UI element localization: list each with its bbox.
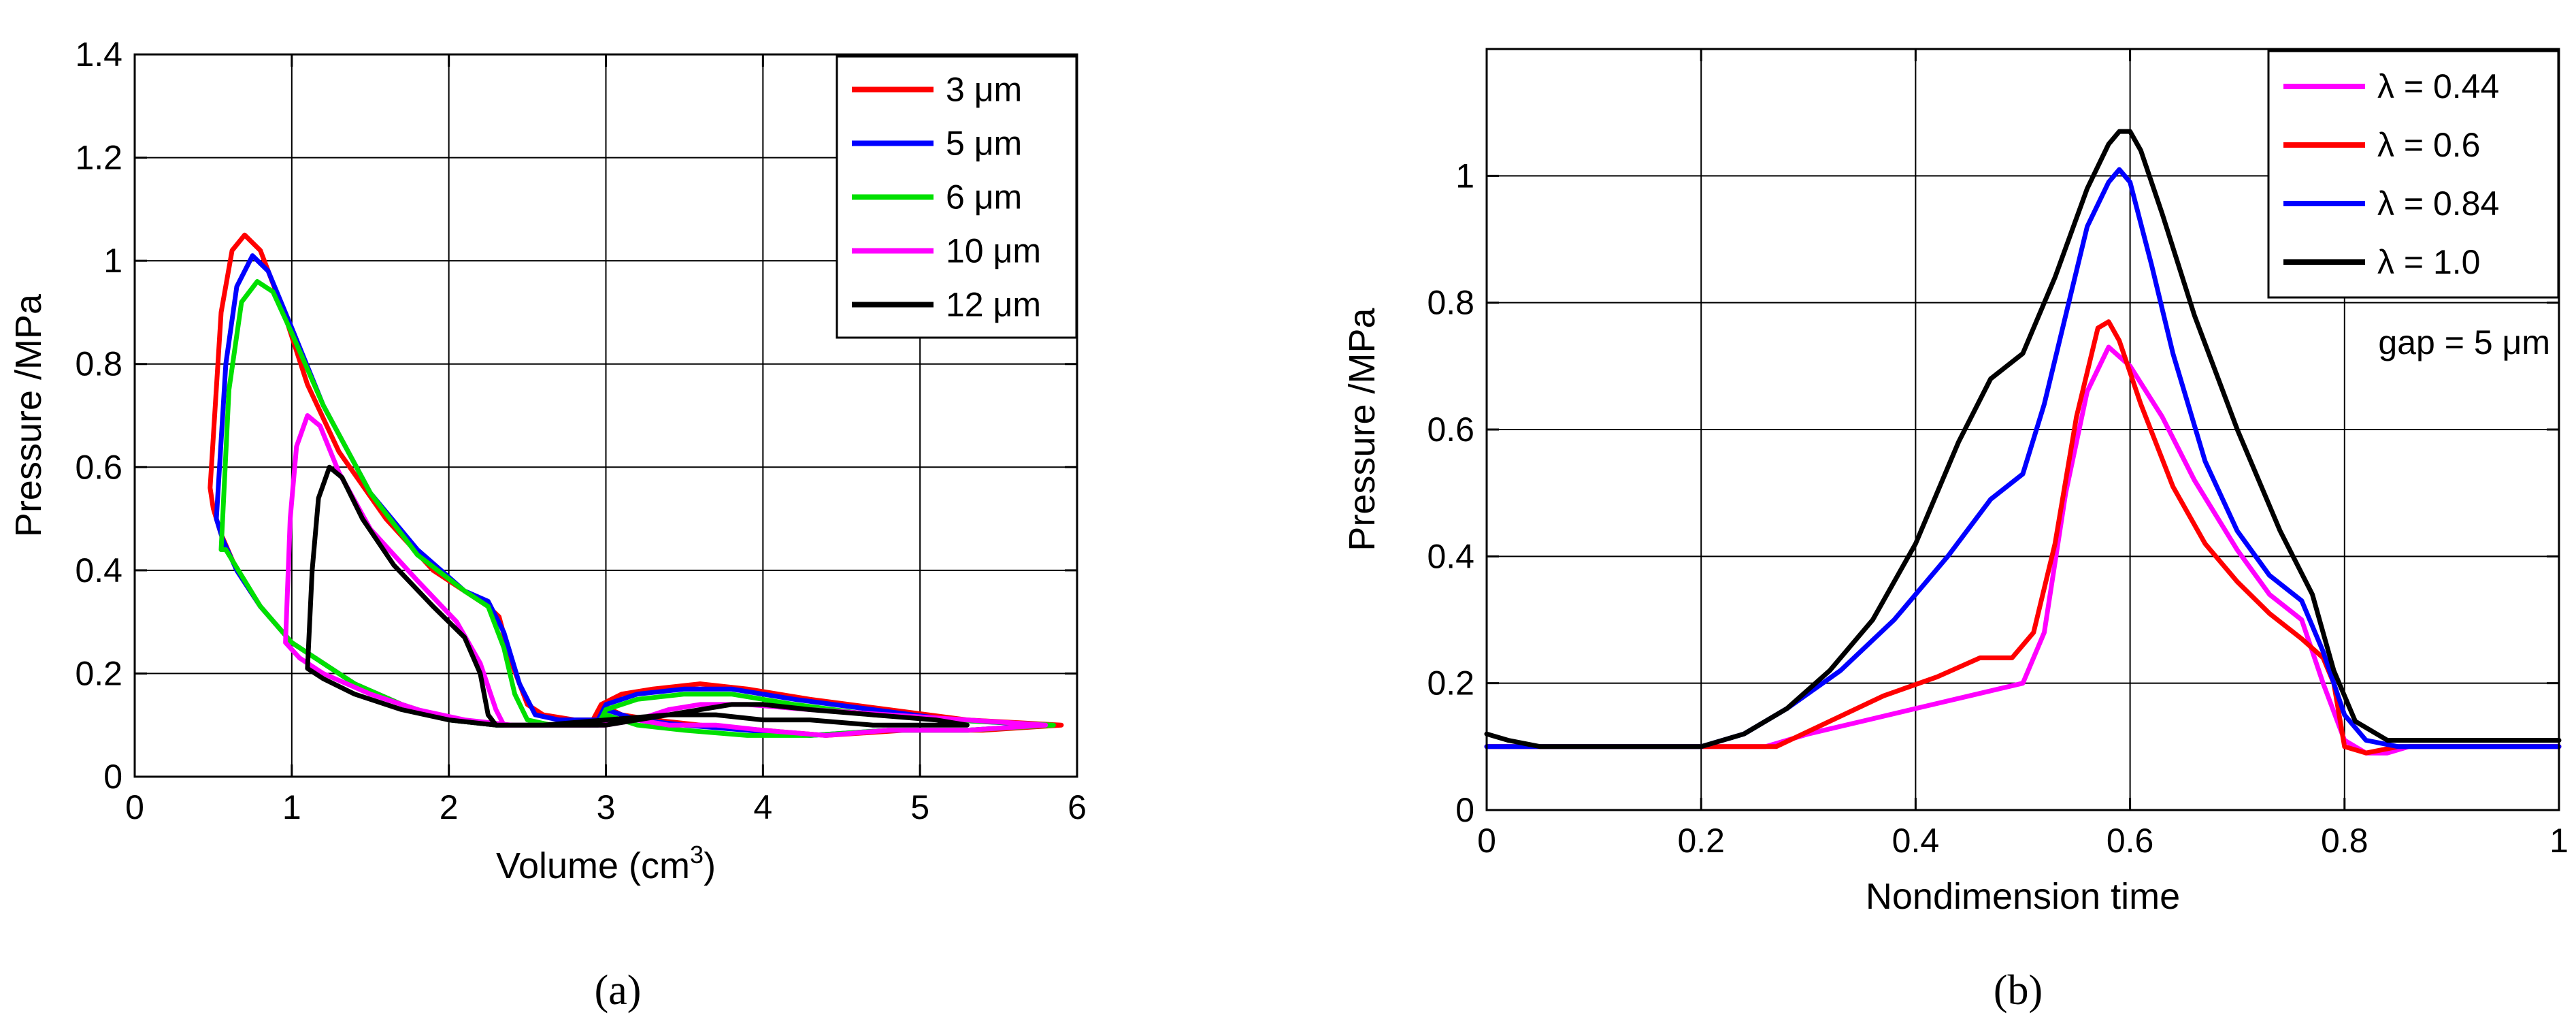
y-tick-label-b: 0.8 [1427, 284, 1474, 322]
x-tick-label-a: 4 [753, 788, 772, 826]
chart-panel-b: 0 0.2 0.4 0.6 0.8 1 0 0.2 0.4 0.6 0.8 1 Nondimension… [1342, 48, 2569, 1014]
legend-label-b-3: λ = 0.84 [2377, 184, 2499, 223]
series-line-a-5 [305, 464, 970, 728]
y-tick-label-a: 0.8 [75, 345, 122, 383]
series-line-b-2 [1484, 319, 2562, 756]
x-tick-label-a: 5 [910, 788, 929, 826]
y-tick-label-b: 1 [1455, 157, 1474, 195]
y-tick-label-a: 1.4 [75, 35, 122, 74]
y-tick-label-a: 0.6 [75, 448, 122, 486]
y-tick-label-b: 0.6 [1427, 410, 1474, 449]
x-axis-label-b: Nondimension time [1866, 876, 2180, 917]
x-tick-label-a: 6 [1068, 788, 1087, 826]
legend-label-a-2: 5 μm [946, 125, 1022, 163]
y-tick-label-b: 0.4 [1427, 537, 1474, 575]
legend-box-b [2267, 50, 2560, 299]
legend-label-a-5: 12 μm [946, 286, 1041, 324]
legend-label-a-4: 10 μm [946, 232, 1041, 270]
legend-label-b-1: λ = 0.44 [2377, 67, 2499, 106]
x-tick-label-b: 0.2 [1677, 822, 1725, 860]
legend-label-a-1: 3 μm [946, 71, 1022, 109]
x-tick-label-b: 1 [2549, 822, 2569, 860]
y-axis-label-b: Pressure /MPa [1342, 307, 1383, 551]
panel-label-a: (a) [595, 967, 642, 1014]
annotation-gap: gap = 5 μm [2378, 323, 2550, 361]
y-tick-label-a: 1.2 [75, 139, 122, 177]
y-tick-label-a: 0.4 [75, 551, 122, 589]
y-tick-label-a: 0 [103, 758, 122, 796]
legend-label-a-3: 6 μm [946, 178, 1022, 216]
x-tick-label-b: 0.8 [2321, 822, 2368, 860]
x-tick-label-a: 3 [597, 788, 616, 826]
chart-panel-a: 0 1 2 3 4 5 6 0 0.2 0.4 0.6 0.8 1 1.2 1.4 Volume (cm3) P… [8, 35, 1087, 1014]
y-tick-label-b: 0.2 [1427, 664, 1474, 702]
x-axis-label-a: Volume (cm3) [496, 841, 716, 886]
panel-label-b: (b) [1994, 967, 2043, 1014]
series-line-b-3 [1484, 167, 2562, 749]
y-tick-label-b: 0 [1455, 791, 1474, 829]
y-axis-label-a: Pressure /MPa [8, 293, 49, 537]
y-tick-label-a: 0.2 [75, 654, 122, 692]
legend-label-b-2: λ = 0.6 [2377, 126, 2481, 164]
x-tick-label-a: 1 [282, 788, 301, 826]
x-tick-label-a: 0 [125, 788, 144, 826]
x-tick-label-b: 0.6 [2107, 822, 2154, 860]
x-tick-label-a: 2 [440, 788, 459, 826]
series-line-b-4 [1484, 129, 2562, 749]
x-tick-label-b: 0 [1477, 822, 1496, 860]
y-tick-label-a: 1 [103, 242, 122, 280]
legend-label-b-4: λ = 1.0 [2377, 243, 2481, 281]
x-tick-label-b: 0.4 [1892, 822, 1940, 860]
